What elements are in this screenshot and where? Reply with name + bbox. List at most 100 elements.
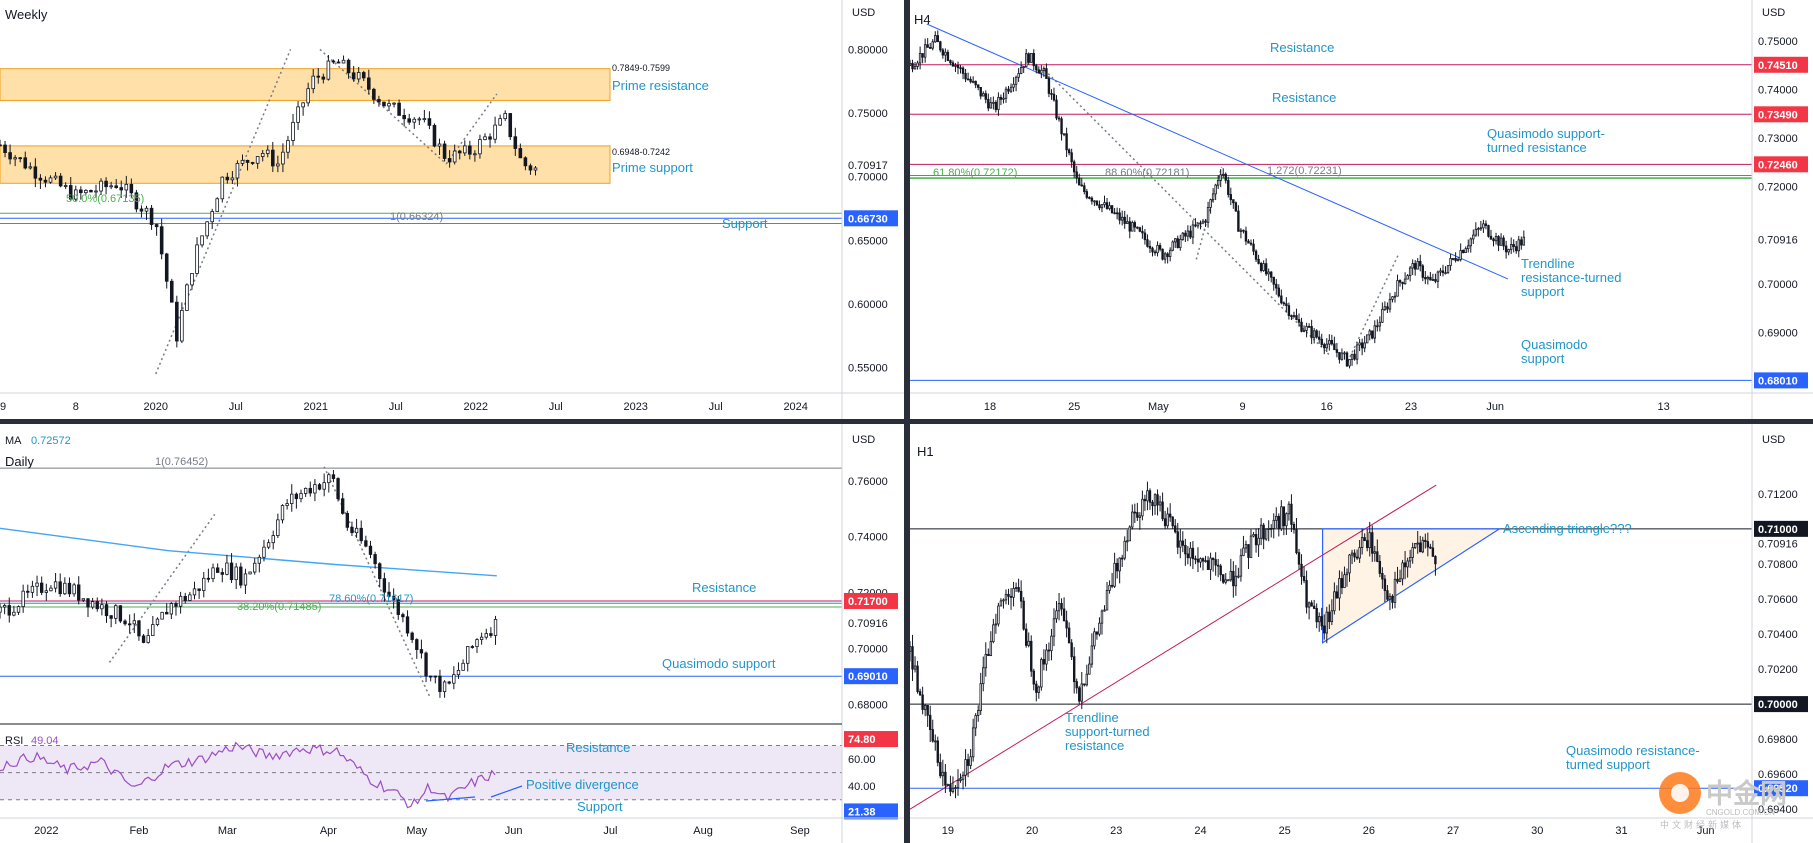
candle-body — [488, 136, 492, 140]
candle-body — [1456, 259, 1460, 261]
x-tick-label: 26 — [1363, 825, 1375, 837]
candle-body — [220, 176, 225, 200]
candle-body — [984, 93, 987, 100]
candle-body — [1401, 562, 1404, 580]
candle-body — [387, 591, 391, 597]
weekly-chart-pane[interactable]: 0.80000 0.75000 0.70000 0.65000 0.60000 0.550… — [0, 7, 898, 413]
candle-body — [424, 652, 428, 677]
daily-title: Daily — [5, 454, 34, 469]
candle-body — [1363, 342, 1366, 349]
candle-body — [200, 235, 204, 246]
candle-body — [1108, 584, 1111, 591]
candle-body — [1386, 590, 1389, 600]
candle-body — [1012, 83, 1015, 88]
candle-body — [1216, 564, 1220, 567]
candle-body — [1388, 298, 1392, 310]
candle-body — [180, 309, 184, 342]
x-tick-label: Jul — [549, 401, 563, 413]
candle-body — [40, 582, 44, 593]
candle-body — [1366, 334, 1369, 344]
candle-body — [1426, 276, 1430, 280]
candle-body — [969, 78, 972, 83]
candle-body — [1083, 185, 1086, 192]
candle-body — [1118, 557, 1121, 572]
candle-body — [1515, 246, 1518, 252]
price-badge-bg — [1754, 56, 1808, 73]
candle-body — [89, 189, 93, 193]
candle-body — [1090, 645, 1094, 665]
candle-body — [989, 102, 993, 109]
candle-body — [1065, 133, 1068, 151]
y-tick-label: 40.00 — [848, 781, 876, 793]
daily-fib-786-label: 78.60%(0.71617) — [329, 593, 413, 605]
daily-resistance-label: Resistance — [692, 580, 756, 595]
candle-body — [286, 140, 290, 153]
candle-body — [53, 175, 58, 179]
candle-body — [1219, 565, 1222, 576]
y-tick-label: 60.00 — [848, 754, 876, 766]
candle-body — [1406, 275, 1409, 280]
y-tick-label: 0.55000 — [848, 363, 888, 375]
candle-body — [1391, 595, 1394, 603]
candle-body — [1004, 88, 1008, 99]
candle-body — [1383, 306, 1387, 310]
x-tick-label: 23 — [1405, 401, 1417, 413]
candle-body — [1287, 503, 1291, 515]
candle-body — [944, 771, 947, 786]
candle-body — [271, 535, 275, 544]
candle-body — [949, 784, 952, 792]
candle-body — [0, 144, 2, 147]
candle-body — [1153, 494, 1157, 507]
candle-body — [1323, 344, 1326, 349]
candle-body — [1093, 631, 1096, 647]
candle-body — [1366, 540, 1369, 549]
h1-chart-pane[interactable]: 0.71200 0.70800 0.70600 0.70400 0.70200 0.698… — [908, 434, 1808, 837]
daily-ma-name: MA — [5, 435, 22, 447]
candle-body — [1206, 560, 1210, 570]
candle-body — [30, 585, 35, 593]
weekly-axis-unit: USD — [852, 7, 875, 19]
candle-body — [1002, 599, 1005, 602]
candle-body — [1282, 302, 1286, 305]
x-tick-label: Mar — [218, 825, 237, 837]
weekly-fib-50-label: 50.0%(0.67135) — [66, 193, 144, 205]
y-tick-label: 0.60000 — [848, 299, 888, 311]
candle-body — [3, 144, 7, 154]
candle-body — [493, 618, 498, 636]
candle-body — [1489, 235, 1493, 240]
candle-body — [1472, 234, 1475, 240]
candle-body — [974, 80, 977, 86]
candle-body — [1103, 202, 1106, 206]
candle-body — [1022, 600, 1025, 630]
candle-body — [946, 51, 950, 61]
h4-chart-pane[interactable]: 0.75000 0.74000 0.73000 0.72000 0.70000 0.690… — [908, 7, 1808, 413]
candle-body — [23, 157, 28, 169]
h4-resistance-1-label: Resistance — [1270, 40, 1334, 55]
candle-body — [1095, 631, 1099, 635]
candle-body — [322, 482, 326, 490]
candle-body — [999, 96, 1003, 100]
candle-body — [1143, 498, 1147, 502]
daily-axis-unit: USD — [852, 434, 875, 446]
candle-body — [1060, 118, 1063, 135]
candle-body — [1398, 578, 1402, 582]
x-tick-label: Aug — [693, 825, 713, 837]
candle-body — [475, 639, 479, 647]
candle-body — [1067, 149, 1071, 154]
candle-body — [392, 102, 396, 105]
candle-body — [58, 581, 62, 595]
candle-body — [1494, 236, 1498, 242]
candle-body — [235, 163, 240, 179]
candle-body — [452, 150, 457, 163]
candle-body — [1345, 572, 1349, 576]
candle-body — [1376, 325, 1379, 328]
y-tick-label: 0.70800 — [1758, 559, 1798, 571]
rsi-pane[interactable]: 60.00 40.00 74.80 21.38 RSI 49.04 Resistan… — [0, 731, 898, 820]
prime-support-range: 0.6948-0.7242 — [612, 147, 670, 157]
candle-body — [359, 527, 363, 542]
candle-body — [387, 103, 391, 107]
candle-body — [1244, 544, 1248, 549]
candle-body — [1259, 263, 1263, 271]
